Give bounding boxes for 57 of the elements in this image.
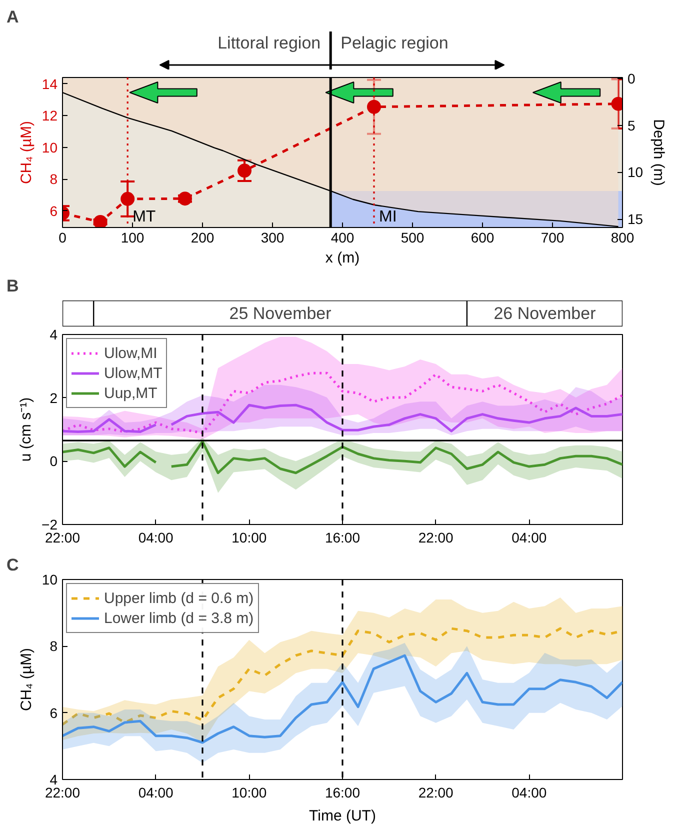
x-tick-label: 16:00: [324, 530, 360, 546]
y-tick-label: 14: [42, 76, 58, 92]
y2-tick-label: 5: [628, 117, 636, 134]
ref-line-label: MT: [132, 208, 156, 226]
y2-axis-title: Depth (m): [650, 119, 668, 186]
x-axis-title: x (m): [325, 250, 360, 266]
y-tick-label: 2: [50, 390, 58, 406]
x-tick-label: 500: [400, 230, 424, 246]
legend-label: Upper limb (d = 0.6 m): [104, 590, 254, 606]
y-tick-label: 4: [50, 326, 58, 342]
x-tick-label: 10:00: [232, 530, 267, 546]
text: Littoral region: [218, 33, 321, 52]
x-tick-label: 04:00: [138, 530, 174, 546]
y-tick-label: 6: [50, 202, 58, 219]
text: Pelagic region: [340, 33, 448, 52]
y-axis-title: CH₄ (µM): [18, 648, 35, 712]
text: 26 November: [494, 304, 596, 323]
y-tick-label: 8: [50, 171, 58, 188]
legend-label: Lower limb (d = 3.8 m): [104, 610, 254, 626]
y2-tick-label: 15: [628, 211, 644, 228]
y-tick-label: 0: [50, 453, 58, 470]
y-tick-label: 4: [50, 772, 58, 788]
legend-label: Ulow,MT: [104, 364, 162, 382]
x-tick-label: 200: [190, 230, 214, 246]
x-tick-label: 100: [120, 230, 144, 246]
x-tick-label: 04:00: [512, 530, 547, 546]
x-tick-label: 800: [610, 230, 634, 246]
x-tick-label: 300: [260, 230, 284, 246]
legend-label: Uup,MT: [104, 384, 158, 402]
ref-line-label: MI: [379, 208, 397, 226]
y-tick-label: 10: [42, 572, 58, 588]
legend-label: Ulow,MI: [104, 344, 158, 362]
x-tick-label: 04:00: [138, 784, 174, 800]
x-axis-title: Time (UT): [309, 808, 376, 824]
y-tick-label: 6: [50, 704, 58, 721]
x-tick-label: 22:00: [44, 530, 80, 546]
chart-title: B: [6, 276, 19, 296]
text: 25 November: [229, 304, 332, 323]
y-tick-label: 12: [42, 108, 58, 124]
x-tick-label: 04:00: [512, 784, 547, 800]
chart-title: A: [6, 8, 19, 26]
x-tick-label: 400: [330, 230, 354, 246]
x-tick-label: 10:00: [232, 784, 267, 800]
y-axis-title: u (cm s⁻¹): [18, 397, 35, 462]
y2-tick-label: 0: [628, 70, 636, 86]
x-tick-label: 22:00: [44, 784, 80, 800]
y-tick-label: 8: [50, 638, 58, 654]
y-tick-label: −2: [42, 516, 58, 532]
x-tick-label: 16:00: [324, 784, 360, 800]
y-axis-title: CH₄ (µM): [18, 120, 35, 184]
y2-tick-label: 10: [628, 164, 644, 180]
x-tick-label: 22:00: [418, 784, 454, 800]
x-tick-label: 600: [470, 230, 494, 246]
y-tick-label: 10: [42, 139, 58, 156]
x-tick-label: 22:00: [418, 530, 454, 546]
x-tick-label: 700: [540, 230, 564, 246]
chart-title: C: [6, 556, 19, 574]
